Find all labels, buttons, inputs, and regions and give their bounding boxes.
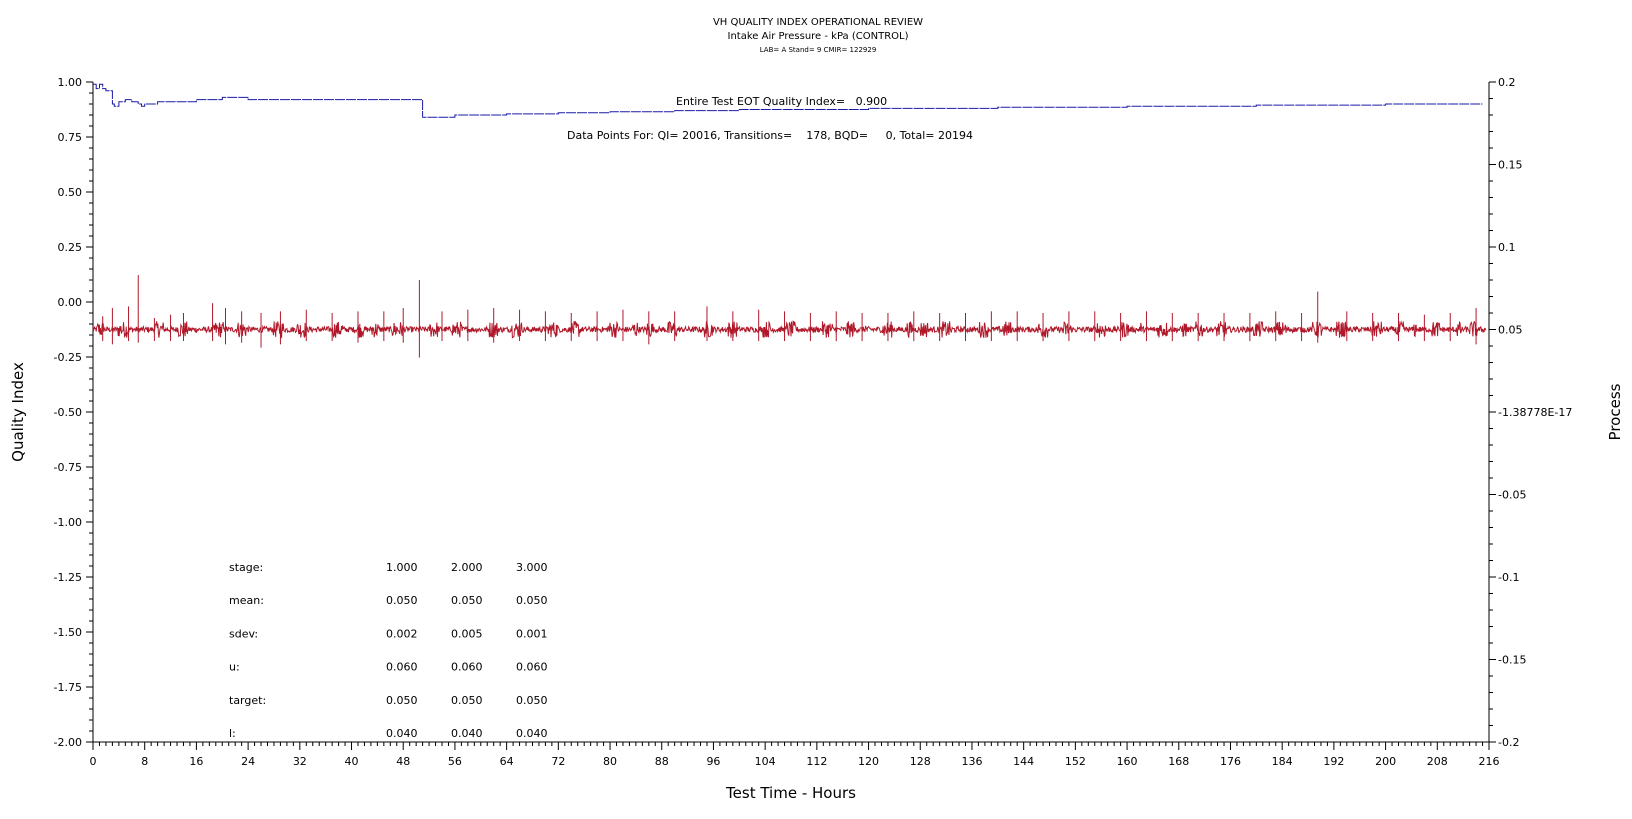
- stats-cell: 2.000: [451, 561, 483, 574]
- left-axis-ticks: 1.00 0.75 0.50 0.25 0.00 -0.25 -0.50 -0.75 -1.00…: [54, 76, 93, 749]
- stats-cell: 0.040: [516, 727, 548, 740]
- stats-cell: 0.060: [516, 661, 548, 674]
- x-tick-label: 176: [1220, 755, 1241, 768]
- x-axis-ticks: 0 8 16 24 32 40 48 56 64 72 80 88 96 104 112 120 128 136 1…: [90, 742, 1500, 768]
- y-tick-label: 0.75: [58, 131, 83, 144]
- y-tick-label: -1.75: [54, 681, 82, 694]
- x-axis-label: Test Time - Hours: [725, 784, 856, 802]
- stats-cell: 0.050: [386, 694, 418, 707]
- stats-row-label: sdev:: [229, 627, 258, 640]
- stats-cell: 0.050: [386, 594, 418, 607]
- x-tick-label: 104: [755, 755, 776, 768]
- stats-cell: 0.002: [386, 627, 418, 640]
- x-tick-label: 16: [189, 755, 203, 768]
- stats-cell: 0.040: [386, 727, 418, 740]
- stats-cell: 0.050: [451, 694, 483, 707]
- x-tick-label: 184: [1272, 755, 1293, 768]
- stats-row-label: u:: [229, 661, 240, 674]
- y2-tick-label: -0.05: [1498, 489, 1526, 502]
- x-tick-label: 144: [1013, 755, 1034, 768]
- stats-table: stage: 1.000 2.000 3.000 mean: 0.050 0.050 0.05…: [229, 561, 548, 740]
- process-series: [92, 275, 1487, 358]
- x-tick-label: 112: [806, 755, 827, 768]
- chart-subsubtitle: LAB= A Stand= 9 CMIR= 122929: [760, 46, 877, 54]
- stats-cell: 0.050: [451, 594, 483, 607]
- x-tick-label: 48: [396, 755, 410, 768]
- x-tick-label: 120: [858, 755, 879, 768]
- chart-title: VH QUALITY INDEX OPERATIONAL REVIEW: [713, 17, 923, 28]
- y-tick-label: 0.00: [58, 296, 83, 309]
- right-axis-ticks: 0.2 0.15 0.1 0.05 -1.38778E-17 -0.05 -0.1 -0.15…: [1489, 76, 1572, 749]
- x-tick-label: 128: [910, 755, 931, 768]
- x-tick-label: 96: [706, 755, 720, 768]
- y2-tick-label: -0.2: [1498, 736, 1519, 749]
- x-tick-label: 80: [603, 755, 617, 768]
- y-tick-label: -2.00: [54, 736, 82, 749]
- y-tick-label: -1.00: [54, 516, 82, 529]
- y2-axis-label: Process: [1606, 383, 1624, 440]
- y-tick-label: -0.25: [54, 351, 82, 364]
- y-tick-label: -0.75: [54, 461, 82, 474]
- y2-tick-label: -0.15: [1498, 654, 1526, 667]
- process-line: [92, 320, 1487, 339]
- x-tick-label: 152: [1065, 755, 1086, 768]
- stats-cell: 0.050: [516, 594, 548, 607]
- stats-cell: 0.060: [451, 661, 483, 674]
- quality-index-line: [93, 83, 1483, 118]
- x-tick-label: 200: [1375, 755, 1396, 768]
- x-tick-label: 8: [141, 755, 148, 768]
- stats-cell: 0.001: [516, 627, 548, 640]
- y2-tick-label: 0.05: [1498, 324, 1523, 337]
- stats-row-label: mean:: [229, 594, 264, 607]
- y2-tick-label: 0.2: [1498, 76, 1516, 89]
- y-tick-label: -1.50: [54, 626, 82, 639]
- stats-cell: 0.060: [386, 661, 418, 674]
- x-tick-label: 64: [500, 755, 514, 768]
- x-tick-label: 216: [1479, 755, 1500, 768]
- x-tick-label: 160: [1117, 755, 1138, 768]
- eot-quality-index-annotation: Entire Test EOT Quality Index= 0.900: [676, 95, 887, 108]
- x-tick-label: 136: [961, 755, 982, 768]
- stats-row-label: l:: [229, 727, 236, 740]
- y-tick-label: 0.25: [58, 241, 83, 254]
- stats-cell: 0.050: [516, 694, 548, 707]
- y-tick-label: 1.00: [58, 76, 83, 89]
- axes: [92, 82, 1490, 743]
- stats-cell: 0.005: [451, 627, 483, 640]
- quality-index-series: [93, 83, 1483, 118]
- y-tick-label: -0.50: [54, 406, 82, 419]
- y2-tick-label: 0.15: [1498, 159, 1523, 172]
- stats-cell: 1.000: [386, 561, 418, 574]
- stats-row-label: stage:: [229, 561, 263, 574]
- stats-cell: 0.040: [451, 727, 483, 740]
- x-tick-label: 208: [1427, 755, 1448, 768]
- x-tick-label: 56: [448, 755, 462, 768]
- y2-tick-label: -0.1: [1498, 571, 1519, 584]
- x-tick-label: 72: [551, 755, 565, 768]
- stats-cell: 3.000: [516, 561, 548, 574]
- stats-row-label: target:: [229, 694, 266, 707]
- x-tick-label: 24: [241, 755, 255, 768]
- x-tick-label: 192: [1323, 755, 1344, 768]
- data-points-annotation: Data Points For: QI= 20016, Transitions=…: [567, 129, 973, 142]
- chart-subtitle: Intake Air Pressure - kPa (CONTROL): [728, 31, 909, 42]
- x-tick-label: 40: [345, 755, 359, 768]
- y2-tick-label: 0.1: [1498, 241, 1516, 254]
- x-tick-label: 0: [90, 755, 97, 768]
- y2-tick-label: -1.38778E-17: [1498, 406, 1572, 419]
- x-tick-label: 168: [1168, 755, 1189, 768]
- y-tick-label: 0.50: [58, 186, 83, 199]
- y-tick-label: -1.25: [54, 571, 82, 584]
- x-tick-label: 32: [293, 755, 307, 768]
- x-tick-label: 88: [655, 755, 669, 768]
- y-axis-label: Quality Index: [9, 362, 27, 462]
